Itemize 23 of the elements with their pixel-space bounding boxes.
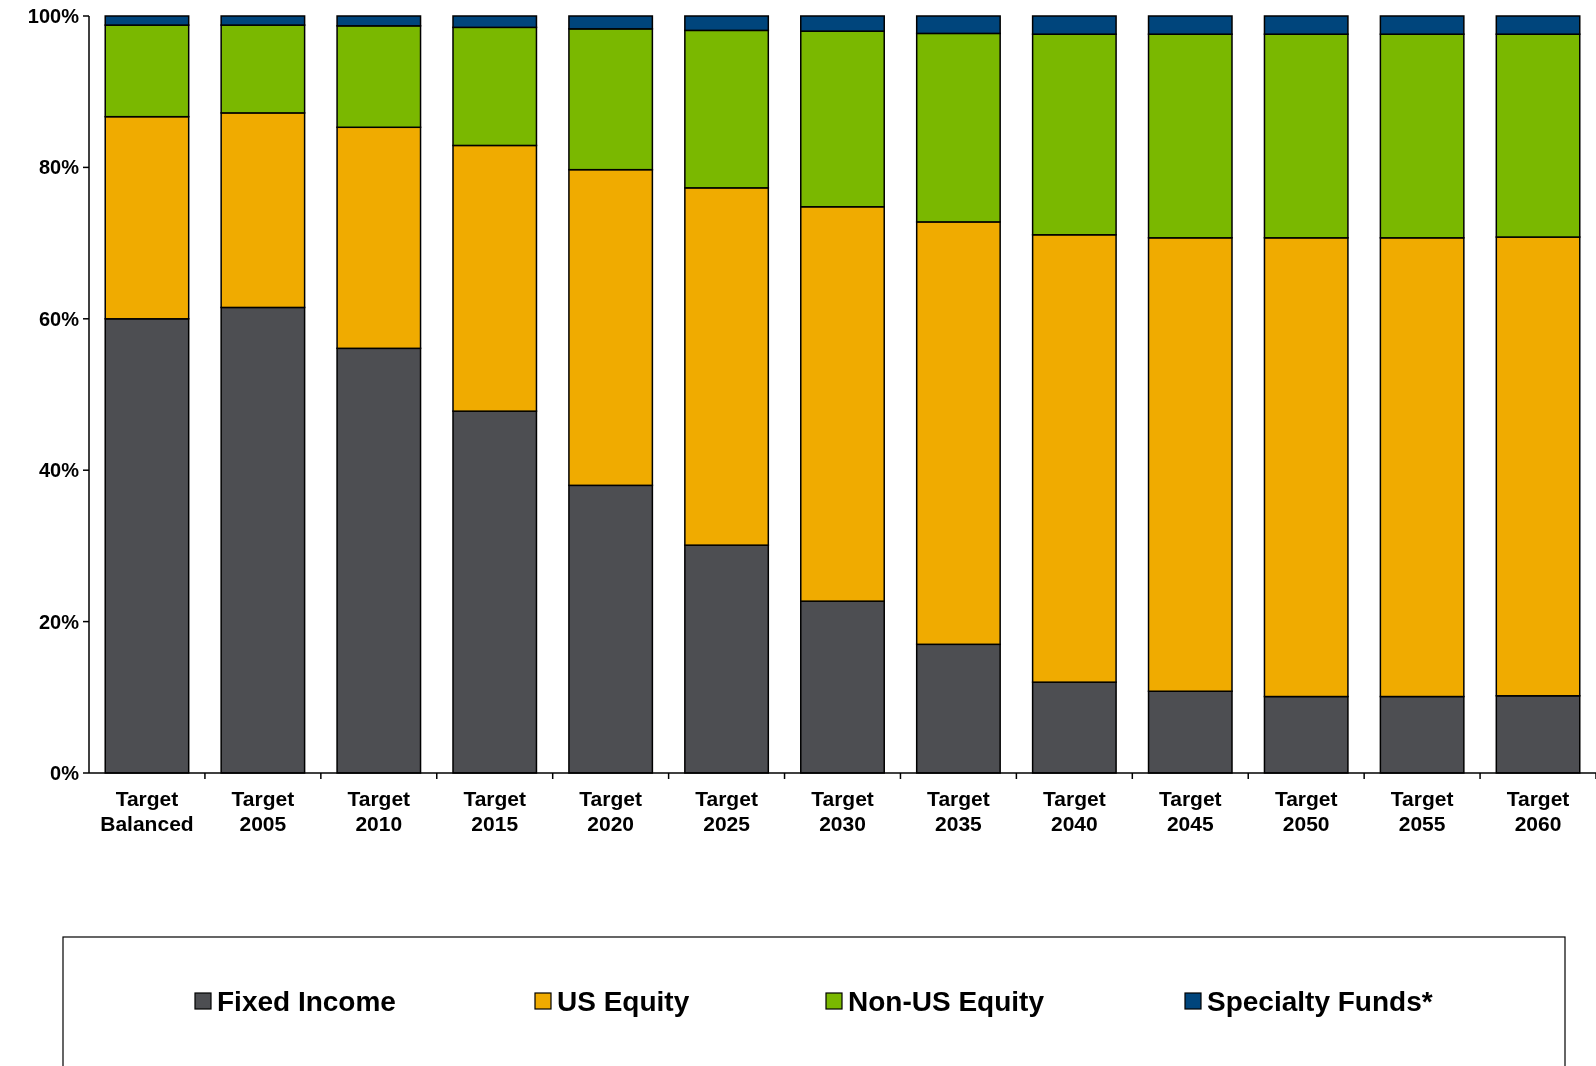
x-tick-label: Target 2055	[1390, 787, 1454, 835]
x-tick-label: Target 2030	[811, 787, 874, 835]
legend-label: Specialty Funds*	[1207, 985, 1433, 1017]
x-tick-label: Target 2005	[231, 787, 295, 835]
legend-label: US Equity	[557, 985, 690, 1017]
x-tick-label: Target Balanced	[100, 787, 194, 835]
x-tick-label: Target 2035	[927, 787, 990, 835]
x-tick-label: Target 2045	[1158, 787, 1222, 835]
x-tick-label: Target 2050	[1274, 787, 1338, 835]
y-tick-label: 60%	[38, 307, 80, 330]
x-tick-label: Target 2060	[1506, 787, 1570, 835]
y-tick-label: 0%	[50, 762, 80, 784]
y-tick-label: 40%	[38, 459, 80, 482]
x-tick-label: Target 2015	[463, 787, 527, 835]
y-tick-label: 80%	[38, 156, 80, 179]
x-tick-label: Target 2040	[1043, 787, 1106, 835]
y-tick-label: 20%	[38, 610, 80, 633]
x-tick-label: Target 2025	[695, 787, 758, 835]
legend-label: Fixed Income	[217, 985, 396, 1017]
y-tick-label: 100%	[27, 5, 80, 27]
x-tick-label: Target 2020	[579, 787, 642, 835]
legend-label: Non-US Equity	[848, 985, 1045, 1017]
x-tick-label: Target 2010	[347, 787, 411, 835]
